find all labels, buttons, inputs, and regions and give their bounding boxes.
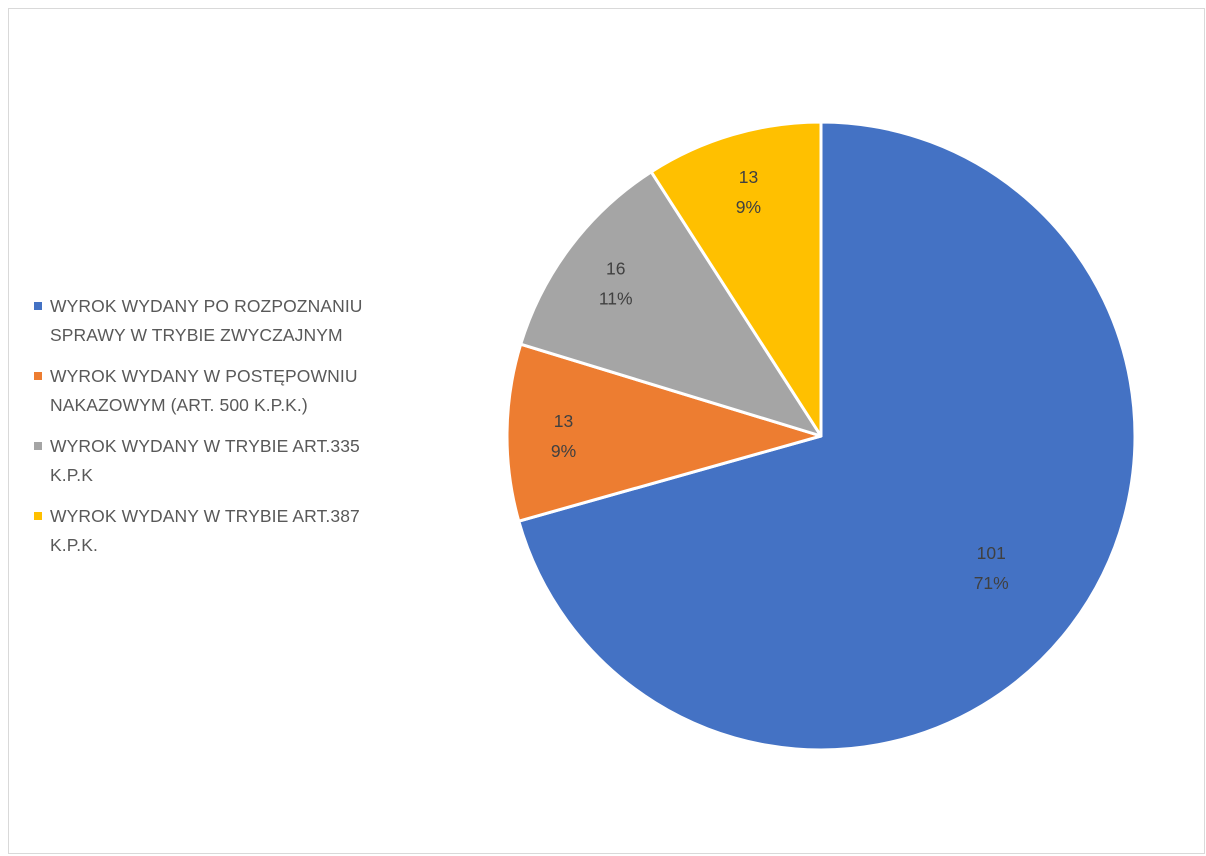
legend-item: WYROK WYDANY W TRYBIE ART.387 K.P.K. xyxy=(34,502,404,560)
legend-label-line: K.P.K. xyxy=(50,535,98,555)
slice-percent-label: 9% xyxy=(736,197,761,217)
legend-label: WYROK WYDANY PO ROZPOZNANIU SPRAWY W TRYB… xyxy=(50,292,363,350)
legend-label: WYROK WYDANY W TRYBIE ART.335 K.P.K xyxy=(50,432,360,490)
legend-label-line: WYROK WYDANY W TRYBIE ART.335 xyxy=(50,436,360,456)
legend-swatch xyxy=(34,512,42,520)
legend-swatch xyxy=(34,302,42,310)
slice-percent-label: 11% xyxy=(599,289,633,309)
pie-slice xyxy=(649,120,823,438)
pie-slices xyxy=(505,120,1137,752)
legend-label: WYROK WYDANY W POSTĘPOWNIU NAKAZOWYM (ART… xyxy=(50,362,358,420)
pie-slice xyxy=(517,120,1137,752)
legend-item: WYROK WYDANY PO ROZPOZNANIU SPRAWY W TRYB… xyxy=(34,292,404,350)
pie-data-labels: 101 71% 13 9% 16 11% 13 9% xyxy=(551,167,1009,593)
pie-slice xyxy=(519,170,823,438)
pie-slice xyxy=(505,342,823,523)
slice-percent-label: 71% xyxy=(974,573,1009,593)
slice-value-label: 13 xyxy=(739,167,758,187)
slice-value-label: 13 xyxy=(554,411,573,431)
slice-percent-label: 9% xyxy=(551,441,576,461)
legend-label: WYROK WYDANY W TRYBIE ART.387 K.P.K. xyxy=(50,502,360,560)
legend: WYROK WYDANY PO ROZPOZNANIU SPRAWY W TRYB… xyxy=(34,292,404,572)
legend-item: WYROK WYDANY W TRYBIE ART.335 K.P.K xyxy=(34,432,404,490)
legend-label-line: SPRAWY W TRYBIE ZWYCZAJNYM xyxy=(50,325,343,345)
legend-swatch xyxy=(34,372,42,380)
legend-label-line: K.P.K xyxy=(50,465,93,485)
slice-value-label: 16 xyxy=(606,259,625,279)
legend-item: WYROK WYDANY W POSTĘPOWNIU NAKAZOWYM (ART… xyxy=(34,362,404,420)
legend-label-line: WYROK WYDANY W TRYBIE ART.387 xyxy=(50,506,360,526)
legend-label-line: NAKAZOWYM (ART. 500 K.P.K.) xyxy=(50,395,308,415)
slice-value-label: 101 xyxy=(977,543,1006,563)
legend-label-line: WYROK WYDANY W POSTĘPOWNIU xyxy=(50,366,358,386)
legend-swatch xyxy=(34,442,42,450)
legend-label-line: WYROK WYDANY PO ROZPOZNANIU xyxy=(50,296,363,316)
